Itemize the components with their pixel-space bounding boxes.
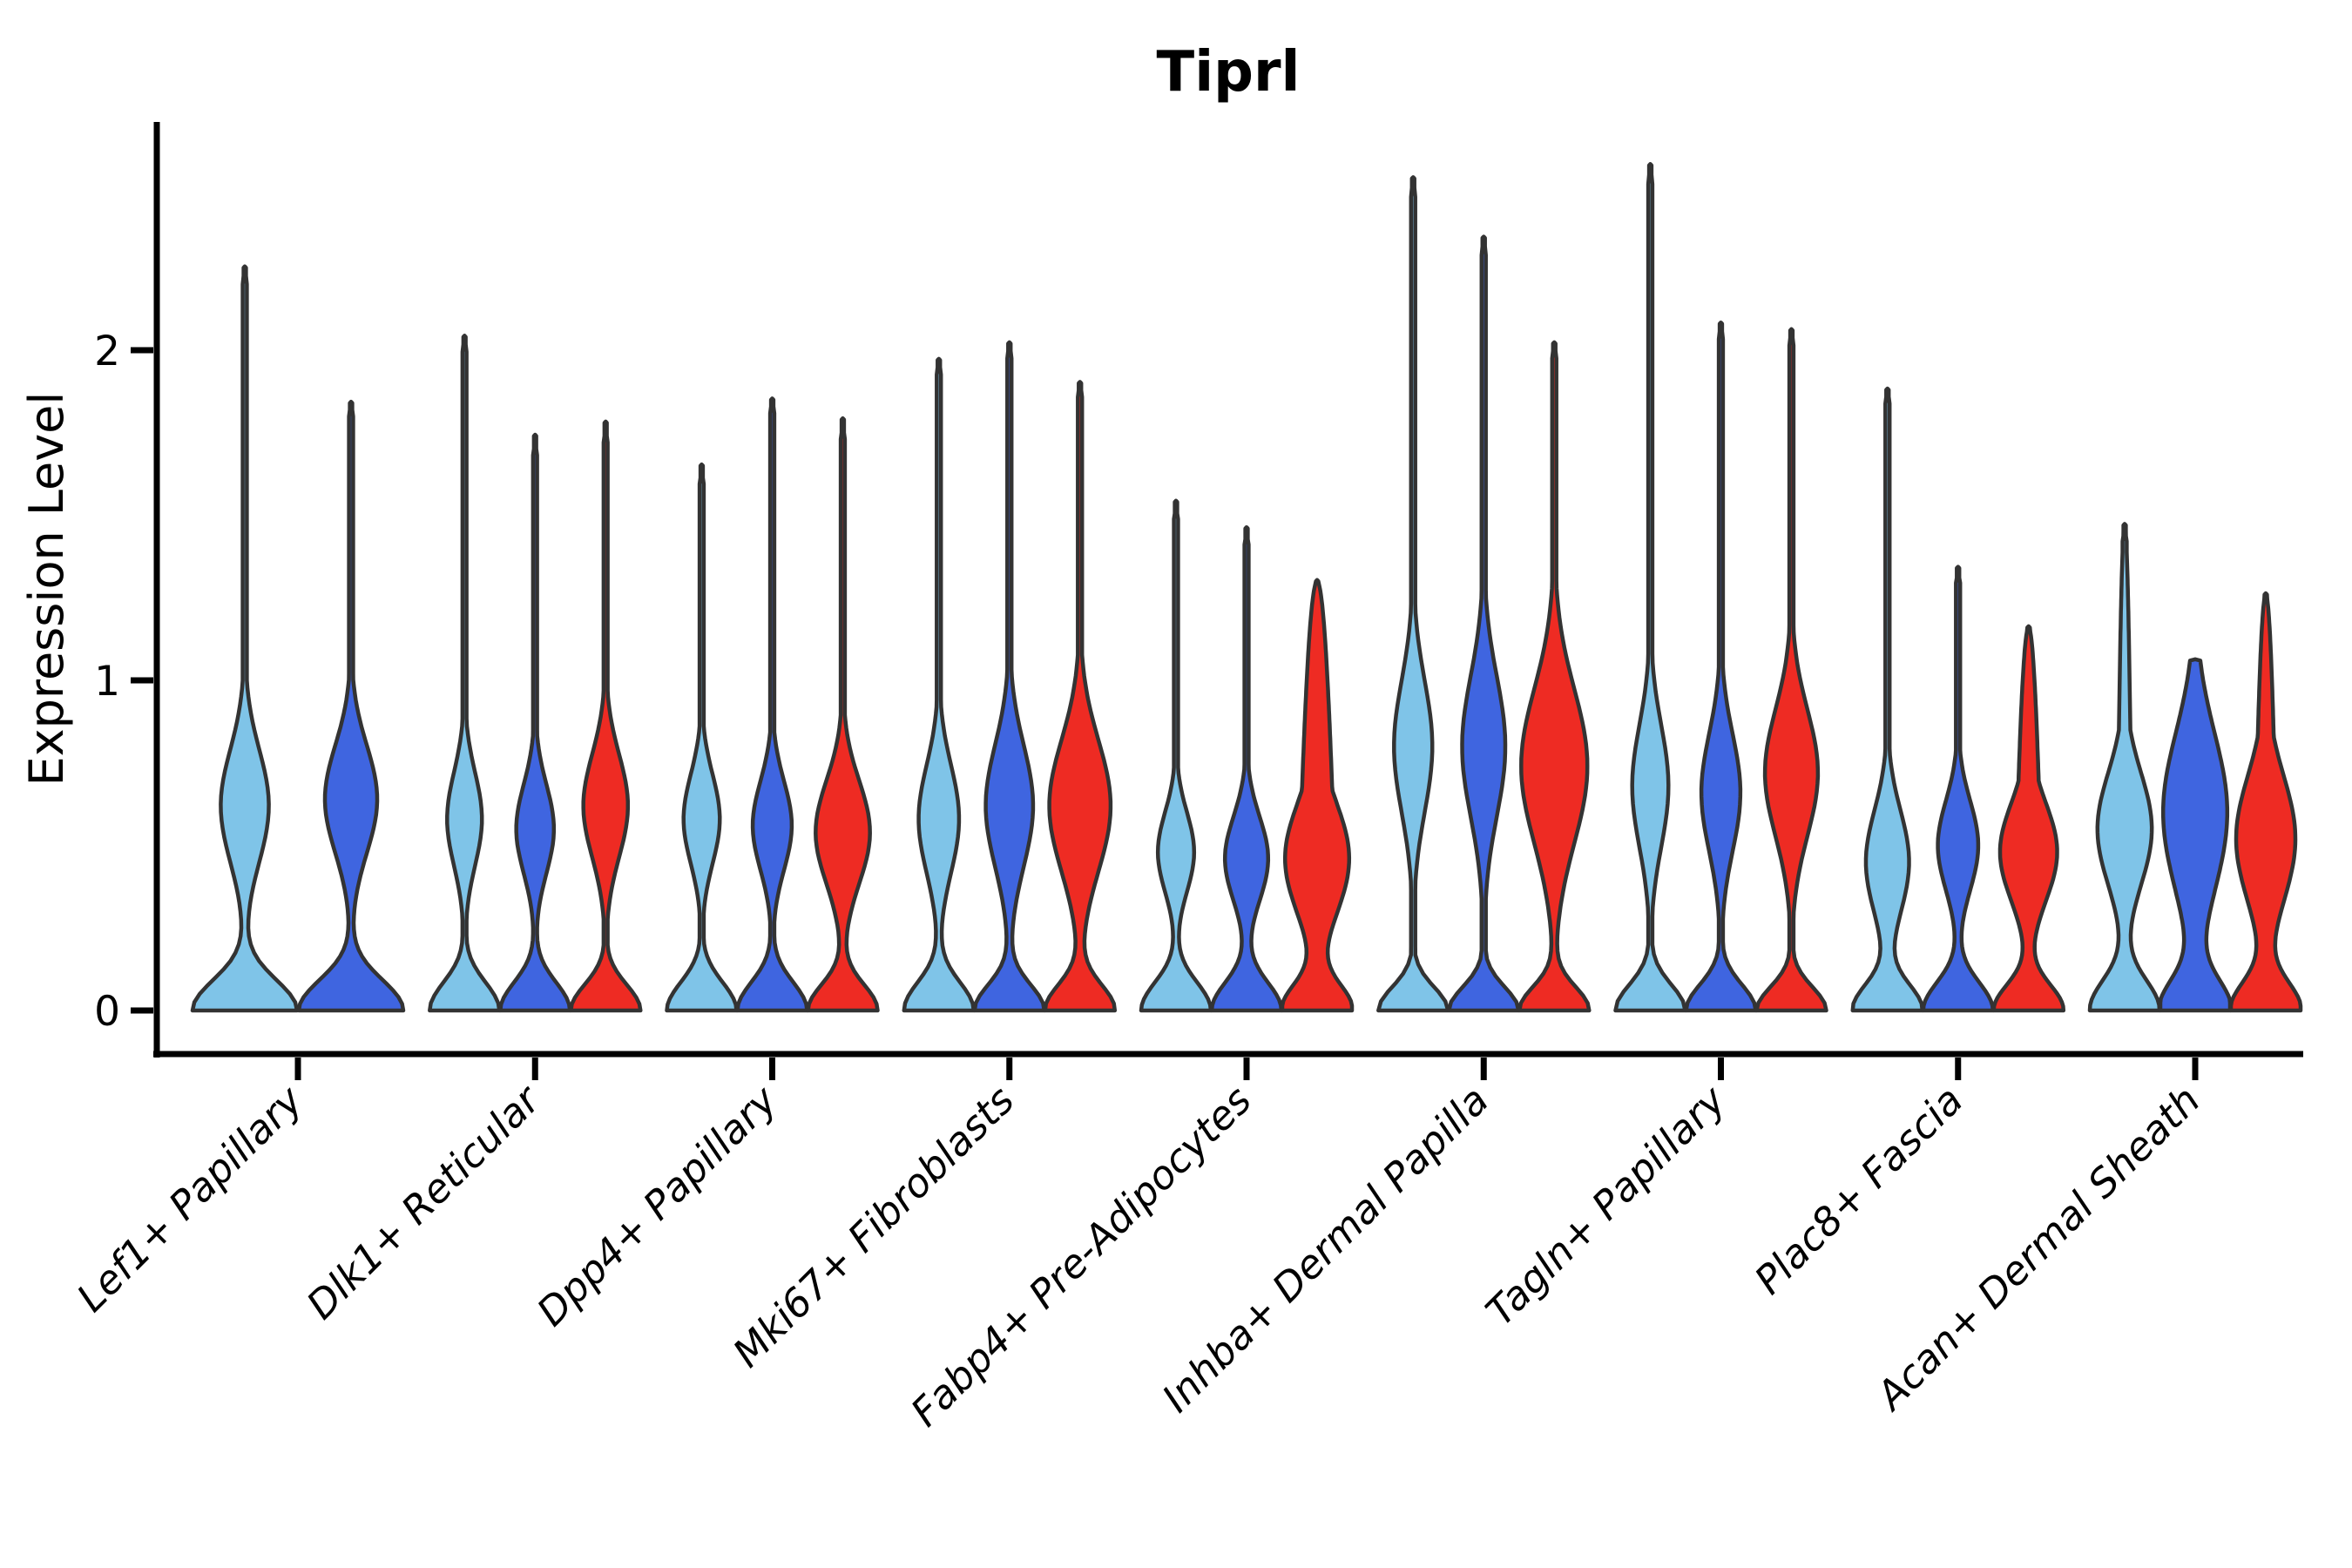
violin-fabp4-pre-adipocytes-s1 [1139,498,1213,1013]
violin-dlk1-reticular-s3 [569,419,643,1013]
violin-tagln-papillary-s2 [1684,320,1758,1013]
violin-mki67-fibroblasts-s3 [1043,380,1118,1013]
y-tick-label: 1 [94,658,120,706]
violin-lef1-papillary-s1 [190,264,300,1013]
violin-plac8-fascia-s1 [1850,386,1925,1013]
x-tick-label-plac8-fascia: Plac8+ Fascia [1746,1077,1972,1303]
y-axis-label: Expression Level [19,392,74,787]
chart-title: Tiprl [1157,40,1301,105]
violin-acan-dermal-sheath-s1 [2087,522,2162,1013]
violin-inhba-dermal-papilla-s3 [1517,340,1592,1013]
violin-plac8-fascia-s2 [1921,564,1996,1013]
violin-inhba-dermal-papilla-s1 [1376,175,1450,1013]
x-tick-label-lef1-papillary: Lef1+ Papillary [68,1076,313,1321]
violin-lef1-papillary-s2 [296,399,406,1013]
violins-layer [190,162,2303,1013]
x-tick-label-tagln-papillary: Tagln+ Papillary [1477,1076,1735,1335]
x-tick-label-dpp4-papillary: Dpp4+ Papillary [528,1076,787,1335]
violin-dpp4-papillary-s1 [665,462,739,1013]
violin-dlk1-reticular-s1 [428,334,502,1013]
axes-layer [131,122,2303,1080]
violin-mki67-fibroblasts-s2 [972,340,1047,1013]
x-tick-label-dlk1-reticular: Dlk1+ Reticular [298,1076,551,1328]
violin-dlk1-reticular-s2 [498,432,572,1013]
violin-tagln-papillary-s1 [1613,162,1687,1013]
violin-acan-dermal-sheath-s3 [2228,591,2303,1013]
violin-inhba-dermal-papilla-s2 [1447,234,1521,1013]
violin-dpp4-papillary-s3 [806,416,880,1013]
violin-fabp4-pre-adipocytes-s3 [1280,578,1355,1013]
violin-mki67-fibroblasts-s1 [902,356,977,1013]
y-tick-label: 0 [94,988,120,1036]
violin-tagln-papillary-s3 [1754,327,1828,1013]
violin-fabp4-pre-adipocytes-s2 [1209,524,1284,1013]
y-tick-label: 2 [94,328,120,375]
violin-plac8-fascia-s3 [1991,624,2066,1013]
violin-acan-dermal-sheath-s2 [2158,657,2233,1013]
violin-dpp4-papillary-s2 [735,396,809,1013]
